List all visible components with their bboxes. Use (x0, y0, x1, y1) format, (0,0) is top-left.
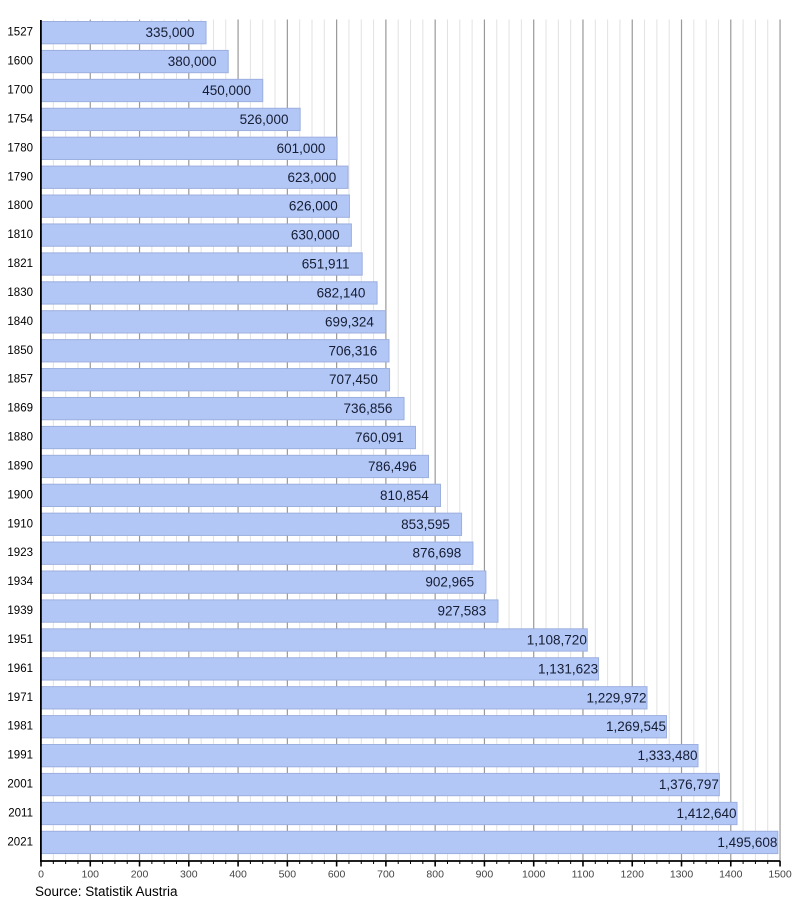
svg-text:2001: 2001 (7, 779, 33, 791)
svg-text:1780: 1780 (7, 142, 33, 154)
svg-text:1951: 1951 (7, 634, 33, 646)
svg-text:100: 100 (82, 869, 100, 881)
svg-text:601,000: 601,000 (277, 141, 326, 156)
svg-text:1934: 1934 (7, 576, 33, 588)
svg-text:1400: 1400 (719, 869, 743, 881)
svg-text:1939: 1939 (7, 605, 33, 617)
svg-text:1,333,480: 1,333,480 (638, 748, 698, 763)
svg-text:699,324: 699,324 (325, 314, 374, 329)
svg-text:1,376,797: 1,376,797 (659, 777, 719, 792)
svg-text:1790: 1790 (7, 171, 33, 183)
svg-text:1961: 1961 (7, 663, 33, 675)
svg-text:1527: 1527 (7, 27, 33, 39)
svg-text:853,595: 853,595 (401, 517, 450, 532)
svg-text:1910: 1910 (7, 518, 33, 530)
svg-text:1754: 1754 (7, 113, 33, 125)
svg-text:Source: Statistik Austria: Source: Statistik Austria (35, 884, 178, 899)
svg-text:1600: 1600 (7, 56, 33, 68)
svg-text:786,496: 786,496 (368, 459, 417, 474)
svg-text:526,000: 526,000 (240, 112, 289, 127)
svg-text:876,698: 876,698 (412, 546, 461, 561)
svg-text:700: 700 (377, 869, 395, 881)
svg-text:0: 0 (38, 869, 44, 881)
svg-text:626,000: 626,000 (289, 199, 338, 214)
svg-text:380,000: 380,000 (168, 54, 217, 69)
svg-text:1100: 1100 (572, 869, 595, 881)
svg-text:1923: 1923 (7, 547, 33, 559)
svg-text:1,229,972: 1,229,972 (587, 690, 647, 705)
svg-text:800: 800 (426, 869, 444, 881)
svg-text:400: 400 (229, 869, 247, 881)
svg-text:1821: 1821 (7, 258, 33, 270)
svg-text:623,000: 623,000 (287, 170, 336, 185)
svg-text:200: 200 (131, 869, 149, 881)
svg-text:1200: 1200 (621, 869, 645, 881)
svg-text:1500: 1500 (768, 869, 792, 881)
svg-text:1,131,623: 1,131,623 (538, 661, 598, 676)
svg-text:1000: 1000 (522, 869, 546, 881)
svg-text:900: 900 (476, 869, 494, 881)
svg-text:1890: 1890 (7, 460, 33, 472)
svg-text:1,269,545: 1,269,545 (606, 719, 666, 734)
svg-text:1840: 1840 (7, 316, 33, 328)
svg-text:682,140: 682,140 (317, 285, 366, 300)
svg-text:1857: 1857 (7, 374, 33, 386)
svg-text:736,856: 736,856 (344, 401, 393, 416)
svg-text:335,000: 335,000 (146, 25, 195, 40)
svg-text:1300: 1300 (670, 869, 694, 881)
svg-text:1700: 1700 (7, 84, 33, 96)
svg-text:300: 300 (180, 869, 198, 881)
svg-text:1,108,720: 1,108,720 (527, 632, 587, 647)
svg-text:630,000: 630,000 (291, 228, 340, 243)
svg-text:2011: 2011 (8, 807, 33, 819)
svg-text:1880: 1880 (7, 432, 33, 444)
svg-text:1830: 1830 (7, 287, 33, 299)
svg-text:707,450: 707,450 (329, 372, 378, 387)
svg-text:1981: 1981 (7, 721, 33, 733)
svg-text:500: 500 (279, 869, 297, 881)
svg-text:810,854: 810,854 (380, 488, 429, 503)
svg-text:450,000: 450,000 (202, 83, 251, 98)
svg-text:1850: 1850 (7, 345, 33, 357)
svg-text:1971: 1971 (7, 692, 33, 704)
svg-text:760,091: 760,091 (355, 430, 404, 445)
svg-text:1900: 1900 (7, 489, 33, 501)
svg-text:600: 600 (328, 869, 346, 881)
svg-text:1,495,608: 1,495,608 (717, 835, 777, 850)
svg-text:2021: 2021 (7, 836, 33, 848)
svg-text:1810: 1810 (7, 229, 33, 241)
svg-text:1991: 1991 (7, 750, 33, 762)
svg-text:1869: 1869 (7, 403, 33, 415)
svg-text:902,965: 902,965 (425, 575, 474, 590)
svg-text:1800: 1800 (7, 200, 33, 212)
svg-text:927,583: 927,583 (438, 604, 487, 619)
svg-text:1,412,640: 1,412,640 (677, 806, 737, 821)
svg-text:651,911: 651,911 (302, 257, 350, 272)
svg-text:706,316: 706,316 (329, 343, 378, 358)
